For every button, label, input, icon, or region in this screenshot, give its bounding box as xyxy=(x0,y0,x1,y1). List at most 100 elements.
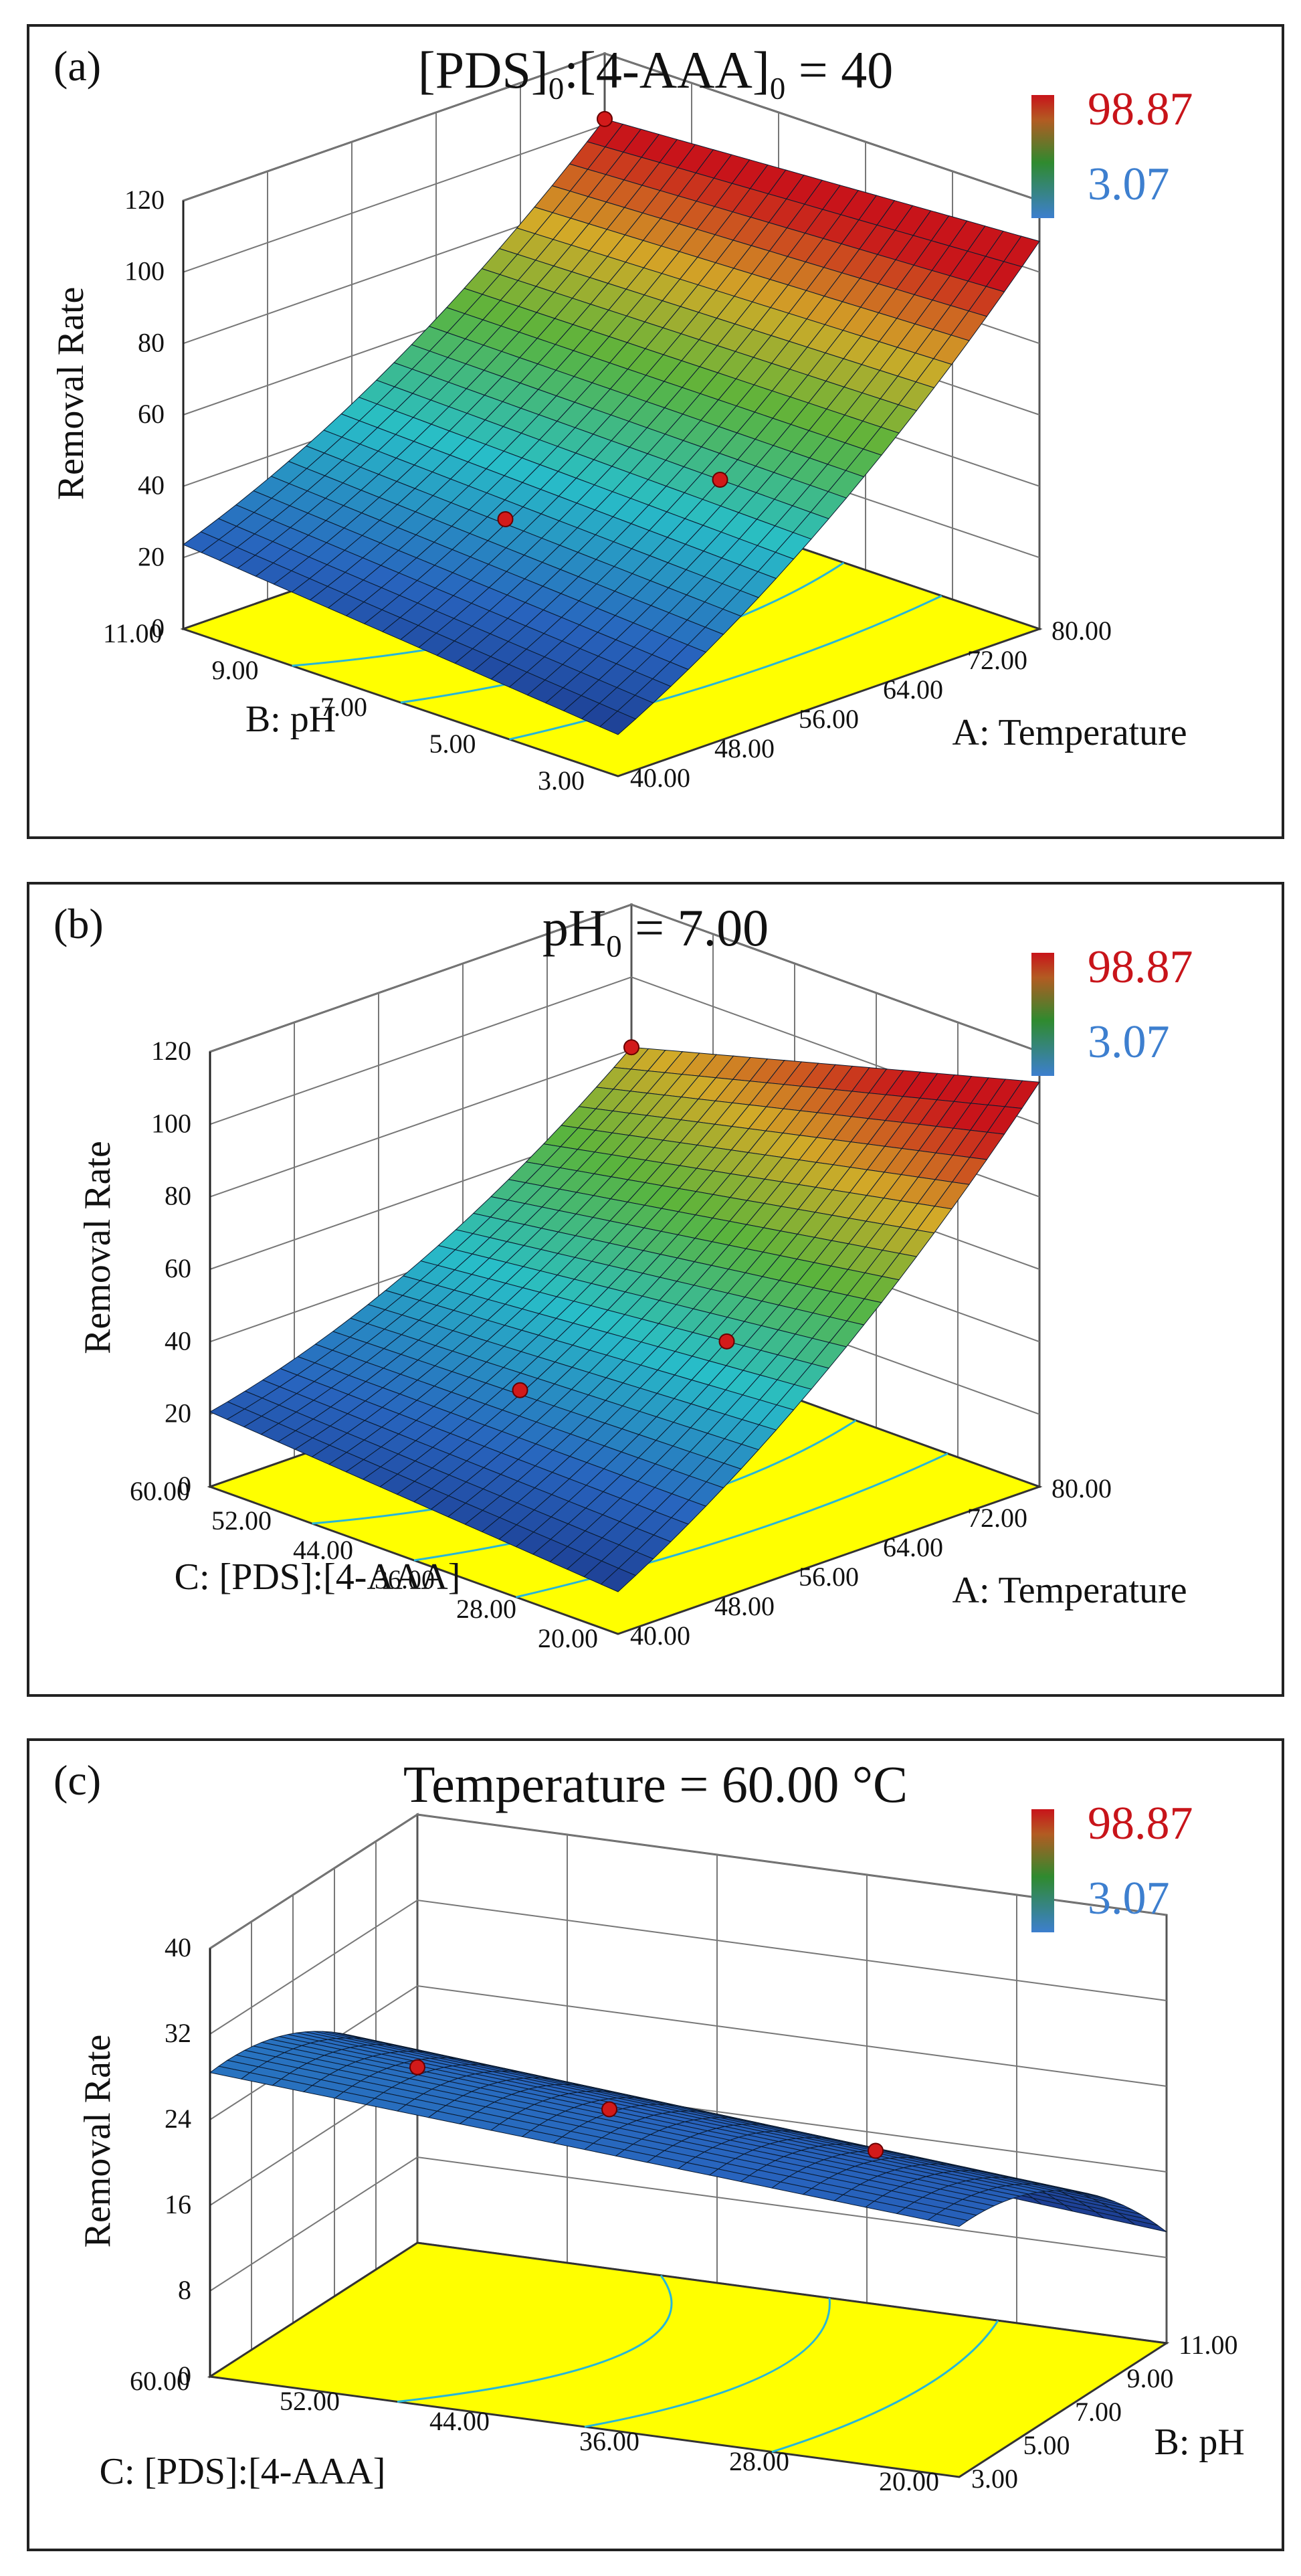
surface-cell xyxy=(927,2213,969,2227)
response-surface xyxy=(209,2031,1167,2233)
x-axis-title: A: Temperature xyxy=(953,712,1187,753)
z-tick-label: 80 xyxy=(165,1181,191,1211)
x-tick-label: 64.00 xyxy=(883,1532,943,1562)
x-tick-label: 11.00 xyxy=(1179,2330,1238,2360)
z-tick-label: 120 xyxy=(151,1036,191,1066)
z-axis-ticks: 0 8 16 24 32 40 xyxy=(165,1932,191,2391)
panel-c: 3.00 5.00 7.00 9.00 11.00 20.00 28.00 36.00 44.0… xyxy=(27,1738,1284,2551)
design-point xyxy=(712,472,728,488)
y-axis-ticks: 3.00 5.00 7.00 9.00 11.00 xyxy=(103,618,585,796)
panel-label: (a) xyxy=(54,42,102,90)
z-tick-label: 60 xyxy=(138,399,165,429)
y-axis-ticks: 20.00 28.00 36.00 44.00 52.00 60.00 xyxy=(130,1476,598,1653)
floor-plane xyxy=(207,2241,1170,2478)
panel-title: [PDS]0:[4-AAA]0 = 40 xyxy=(417,41,894,106)
floor-contour xyxy=(397,2274,673,2403)
x-tick-label: 40.00 xyxy=(630,763,690,793)
y-tick-label: 28.00 xyxy=(729,2446,789,2476)
z-axis-title: Removal Rate xyxy=(77,2035,118,2248)
panel-title: Temperature = 60.00 °C xyxy=(403,1755,908,1813)
y-tick-label: 11.00 xyxy=(103,618,163,648)
color-legend: 98.87 3.07 xyxy=(1031,83,1259,230)
x-tick-label: 48.00 xyxy=(714,733,775,763)
legend-min: 3.07 xyxy=(1088,1016,1170,1068)
z-axis-title: Removal Rate xyxy=(77,1141,118,1354)
z-axis-ticks: 0 20 40 60 80 100 120 xyxy=(151,1036,191,1501)
response-surface xyxy=(183,118,1040,735)
panel-label: (c) xyxy=(54,1756,102,1804)
x-axis-ticks: 40.00 48.00 56.00 64.00 72.00 80.00 xyxy=(630,616,1112,793)
y-tick-label: 60.00 xyxy=(130,1476,190,1506)
panel-a: 40.00 48.00 56.00 64.00 72.00 80.00 3.00 5.00 7.… xyxy=(27,24,1284,839)
legend-max: 98.87 xyxy=(1088,941,1193,993)
z-tick-label: 100 xyxy=(151,1108,191,1138)
y-axis-ticks: 20.00 28.00 36.00 44.00 52.00 60.00 xyxy=(130,2366,939,2496)
z-tick-label: 40 xyxy=(165,1932,191,1962)
z-tick-label: 60 xyxy=(165,1253,191,1283)
design-point xyxy=(497,511,514,527)
z-tick-label: 0 xyxy=(178,1471,191,1501)
z-axis-ticks: 0 20 40 60 80 100 120 xyxy=(124,185,165,643)
legend-color-bar xyxy=(1031,953,1054,1076)
surface-cell xyxy=(599,711,637,735)
legend-max: 98.87 xyxy=(1088,84,1193,135)
y-axis-title: B: pH xyxy=(245,699,336,740)
legend-min: 3.07 xyxy=(1088,1873,1170,1924)
x-tick-label: 80.00 xyxy=(1052,1473,1112,1503)
x-tick-label: 56.00 xyxy=(799,1562,859,1592)
x-tick-label: 48.00 xyxy=(714,1591,775,1621)
panel-label: (b) xyxy=(54,900,104,947)
surface-plot-a: 40.00 48.00 56.00 64.00 72.00 80.00 3.00 5.00 7.… xyxy=(50,52,1187,796)
x-axis-ticks: 40.00 48.00 56.00 64.00 72.00 80.00 xyxy=(630,1473,1112,1651)
floor-contour xyxy=(516,1453,948,1598)
y-tick-label: 36.00 xyxy=(375,1564,435,1594)
legend-max: 98.87 xyxy=(1088,1798,1193,1849)
color-legend: 98.87 3.07 xyxy=(1031,1797,1259,1944)
design-point xyxy=(868,2142,884,2159)
y-tick-label: 52.00 xyxy=(211,1505,272,1536)
surface-plot-b: 40.00 48.00 56.00 64.00 72.00 80.00 20.00 28.00… xyxy=(77,903,1187,1653)
z-gridline xyxy=(209,2156,1167,2292)
y-tick-label: 7.00 xyxy=(320,692,367,722)
z-tick-label: 0 xyxy=(151,613,165,643)
z-tick-label: 16 xyxy=(165,2189,191,2219)
design-point xyxy=(718,1333,735,1350)
x-tick-label: 9.00 xyxy=(1127,2363,1174,2393)
z-axis-title: Removal Rate xyxy=(50,287,92,500)
y-tick-label: 9.00 xyxy=(212,655,259,685)
y-tick-label: 28.00 xyxy=(456,1594,516,1624)
z-tick-label: 32 xyxy=(165,2018,191,2048)
y-tick-label: 60.00 xyxy=(130,2366,190,2396)
y-axis-title: C: [PDS]:[4-AAA] xyxy=(175,1556,461,1598)
panel-b: 40.00 48.00 56.00 64.00 72.00 80.00 20.00 28.00… xyxy=(27,882,1284,1697)
y-tick-label: 5.00 xyxy=(429,729,476,759)
z-tick-label: 40 xyxy=(165,1325,191,1356)
design-points xyxy=(409,2059,884,2159)
x-tick-label: 72.00 xyxy=(967,645,1027,675)
y-tick-label: 44.00 xyxy=(429,2406,490,2436)
x-tick-label: 72.00 xyxy=(967,1503,1027,1533)
z-tick-label: 20 xyxy=(165,1398,191,1429)
floor-contour xyxy=(509,595,942,741)
design-point xyxy=(512,1382,528,1398)
z-gridline xyxy=(209,1813,1167,1949)
legend-min: 3.07 xyxy=(1088,159,1170,210)
y-axis-title: C: [PDS]:[4-AAA] xyxy=(100,2451,386,2492)
design-points xyxy=(497,110,728,527)
x-tick-label: 3.00 xyxy=(971,2464,1018,2494)
z-tick-label: 120 xyxy=(124,185,165,215)
z-tick-label: 40 xyxy=(138,470,165,500)
x-tick-label: 40.00 xyxy=(630,1621,690,1651)
legend-color-bar xyxy=(1031,1809,1054,1932)
floor-contour xyxy=(584,2298,831,2428)
design-point xyxy=(597,110,613,127)
response-surface xyxy=(209,1046,1040,1592)
surface-cell xyxy=(600,1568,637,1592)
y-tick-label: 44.00 xyxy=(293,1535,353,1565)
z-gridline xyxy=(209,903,1040,1052)
legend-color-bar xyxy=(1031,95,1054,218)
y-tick-label: 52.00 xyxy=(280,2386,340,2416)
panel-title: pH0 = 7.00 xyxy=(542,899,769,964)
